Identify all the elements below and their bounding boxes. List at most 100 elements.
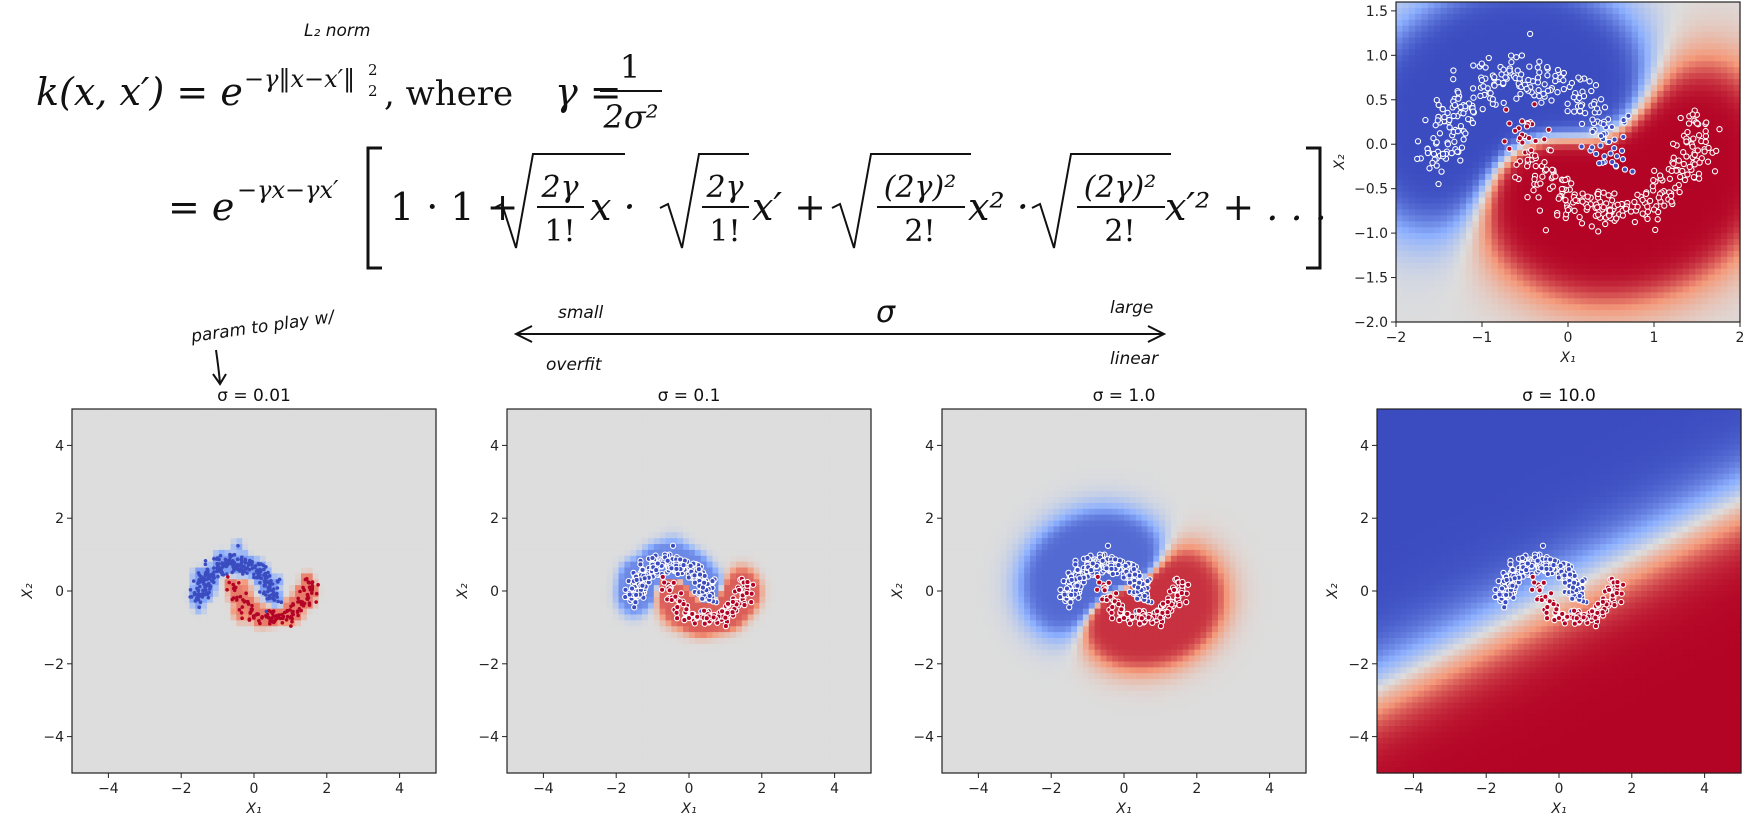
surface-cell — [1529, 197, 1537, 205]
surface-cell — [1733, 250, 1741, 258]
surface-cell — [118, 755, 126, 762]
surface-cell — [1663, 286, 1671, 293]
surface-cell — [1574, 173, 1582, 181]
surface-cell — [1714, 233, 1722, 240]
surface-cell — [1440, 203, 1448, 211]
point-class-neg — [1534, 64, 1541, 71]
surface-cell — [1720, 179, 1728, 187]
surface-cell — [1638, 162, 1646, 169]
surface-cell — [1618, 7, 1626, 15]
surface-cell — [1453, 55, 1461, 62]
surface-cell — [207, 561, 214, 569]
surface-cell — [1727, 144, 1735, 151]
surface-cell — [165, 655, 173, 663]
surface-cell — [165, 444, 173, 451]
surface-cell — [1542, 108, 1550, 116]
surface-cell — [1421, 43, 1429, 51]
surface-cell — [1618, 227, 1626, 234]
surface-cell — [1708, 203, 1716, 211]
point-class-neg — [1429, 159, 1436, 167]
surface-cell — [1517, 114, 1525, 122]
surface-cell — [1580, 262, 1588, 270]
point-class-pos — [1680, 160, 1687, 168]
surface-cell — [1695, 37, 1703, 45]
surface-cell — [1650, 138, 1658, 145]
surface-cell — [1561, 156, 1569, 163]
point-class-pos — [1595, 211, 1602, 218]
surface-cell — [1625, 150, 1633, 157]
surface-cell — [148, 767, 155, 774]
surface-cell — [1689, 239, 1697, 246]
surface-cell — [130, 720, 138, 727]
surface-cell — [1472, 55, 1480, 62]
surface-cell — [201, 632, 208, 639]
surface-cell — [1466, 310, 1474, 317]
surface-cell — [171, 591, 179, 598]
surface-cell — [183, 655, 191, 663]
plots-container: −2 −1 0 1 2−2.0−1.5−1.0−0.50.00.51.01.5X₁X₂−… — [20, 1, 1744, 817]
surface-cell — [1650, 304, 1658, 311]
surface-cell — [1453, 233, 1461, 240]
surface-cell — [1491, 256, 1499, 264]
surface-cell — [1434, 73, 1442, 80]
surface-cell — [1587, 37, 1595, 45]
surface-cell — [1510, 150, 1518, 157]
surface-cell — [1689, 286, 1697, 293]
surface-cell — [1625, 7, 1633, 15]
surface-cell — [1536, 31, 1544, 39]
surface-cell — [72, 684, 79, 692]
surface-cell — [207, 596, 214, 604]
surface-cell — [1587, 25, 1595, 33]
surface-cell — [1497, 156, 1505, 163]
surface-cell — [1708, 197, 1716, 205]
surface-cell — [177, 508, 185, 516]
surface-cell — [1638, 79, 1646, 86]
surface-cell — [83, 655, 91, 663]
surface-cell — [189, 567, 196, 574]
surface-cell — [130, 749, 138, 756]
surface-cell — [1727, 173, 1735, 181]
surface-cell — [1727, 114, 1735, 122]
surface-cell — [130, 502, 138, 510]
surface-cell — [1638, 7, 1646, 15]
surface-cell — [1631, 179, 1639, 187]
surface-cell — [195, 673, 202, 680]
surface-cell — [1701, 239, 1709, 246]
surface-cell — [1478, 209, 1486, 216]
surface-cell — [77, 767, 85, 774]
surface-cell — [101, 420, 108, 428]
surface-cell — [1434, 215, 1442, 222]
surface-cell — [1485, 316, 1493, 323]
surface-cell — [1606, 179, 1614, 187]
surface-cell — [1593, 173, 1601, 181]
surface-cell — [189, 420, 196, 428]
surface-cell — [189, 526, 196, 533]
surface-cell — [148, 690, 155, 698]
surface-cell — [83, 649, 91, 657]
surface-cell — [195, 461, 202, 469]
surface-cell — [118, 461, 126, 469]
surface-cell — [154, 461, 161, 469]
surface-cell — [1421, 280, 1429, 288]
surface-cell — [1625, 221, 1633, 228]
surface-cell — [1676, 67, 1684, 74]
surface-cell — [1638, 274, 1646, 282]
surface-cell — [101, 502, 108, 510]
surface-cell — [101, 602, 108, 610]
surface-cell — [189, 714, 196, 721]
surface-cell — [1644, 7, 1652, 15]
surface-cell — [1523, 90, 1531, 98]
surface-cell — [1587, 13, 1595, 21]
surface-cell — [1657, 96, 1665, 104]
surface-cell — [1427, 197, 1435, 205]
surface-cell — [136, 761, 144, 768]
surface-cell — [154, 561, 161, 569]
surface-cell — [160, 632, 167, 639]
surface-cell — [1568, 31, 1575, 39]
surface-cell — [1631, 233, 1639, 240]
surface-cell — [1638, 203, 1646, 211]
surface-cell — [1434, 191, 1442, 199]
surface-cell — [130, 708, 138, 715]
surface-cell — [1593, 268, 1601, 276]
surface-cell — [107, 643, 114, 651]
